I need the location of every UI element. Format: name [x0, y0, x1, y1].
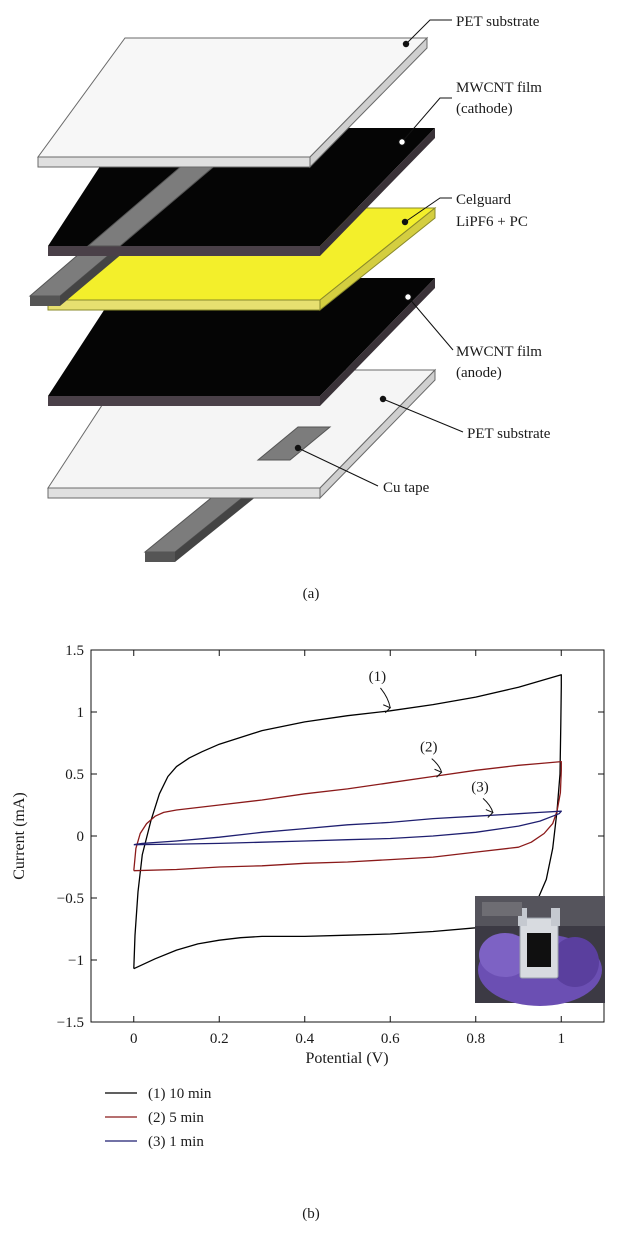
x-tick-label: 0.8 — [466, 1031, 485, 1047]
curve-marker-label: (2) — [420, 740, 438, 756]
curve-markers: (1) (2) (3) — [369, 669, 494, 818]
pet-substrate-top — [37, 36, 429, 169]
curve-marker-arrow — [380, 687, 391, 708]
y-axis-title: Current (mA) — [11, 792, 28, 880]
label-mwcnt-cathode-1: MWCNT film — [456, 80, 542, 96]
caption-b: (b) — [302, 1206, 320, 1222]
leader-dots — [294, 40, 412, 452]
y-tick-label: 1 — [77, 705, 85, 721]
label-celguard-2: LiPF6 + PC — [456, 214, 528, 230]
curve-marker-arrow — [431, 758, 443, 773]
x-tick-label: 0.6 — [381, 1031, 400, 1047]
x-tick-label: 0.4 — [295, 1031, 314, 1047]
series-line-3 — [133, 810, 562, 846]
curve-marker-label: (1) — [369, 669, 387, 685]
curve-marker-label: (3) — [471, 779, 489, 795]
legend-label: (3) 1 min — [148, 1134, 204, 1150]
y-tick-label: 0.5 — [65, 767, 84, 783]
cv-chart: 0 0.2 0.4 0.6 0.8 1 −1.5 −1 −0.5 0 0.5 1 1.5 (1) (2)… — [11, 643, 605, 1222]
label-cu-tape: Cu tape — [383, 480, 430, 496]
series-line-1 — [133, 674, 562, 970]
label-mwcnt-anode-2: (anode) — [456, 365, 502, 381]
label-mwcnt-anode-1: MWCNT film — [456, 344, 542, 360]
legend-label: (2) 5 min — [148, 1110, 204, 1126]
inset-device-photo — [475, 896, 605, 1006]
series-line-2 — [133, 760, 562, 872]
legend-label: (1) 10 min — [148, 1086, 212, 1102]
x-axis-title: Potential (V) — [305, 1050, 388, 1067]
y-tick-label: −0.5 — [57, 891, 84, 907]
legend: (1) 10 min (2) 5 min (3) 1 min — [105, 1086, 212, 1150]
x-tick-label: 0 — [130, 1031, 138, 1047]
series-group — [133, 674, 562, 970]
label-pet-substrate-top: PET substrate — [456, 14, 540, 30]
y-axis-ticks: −1.5 −1 −0.5 0 0.5 1 1.5 — [57, 643, 604, 1031]
y-tick-label: 1.5 — [65, 643, 84, 659]
caption-a: (a) — [303, 586, 320, 602]
label-pet-substrate-bottom: PET substrate — [467, 426, 551, 442]
x-tick-label: 0.2 — [210, 1031, 229, 1047]
curve-marker-arrowhead — [434, 768, 443, 778]
y-tick-label: −1.5 — [57, 1015, 84, 1031]
leader-lines — [297, 19, 464, 487]
x-axis-ticks: 0 0.2 0.4 0.6 0.8 1 — [130, 650, 565, 1047]
label-celguard-1: Celguard — [456, 192, 511, 208]
x-tick-label: 1 — [558, 1031, 566, 1047]
curve-marker-arrow — [482, 797, 494, 813]
layer-diagram: PET substrate MWCNT film (cathode) Celgu… — [28, 14, 551, 602]
curve-marker-arrowhead — [383, 704, 392, 714]
label-mwcnt-cathode-2: (cathode) — [456, 101, 513, 117]
y-tick-label: −1 — [68, 953, 84, 969]
y-tick-label: 0 — [77, 829, 85, 845]
curve-marker-arrowhead — [485, 809, 494, 818]
